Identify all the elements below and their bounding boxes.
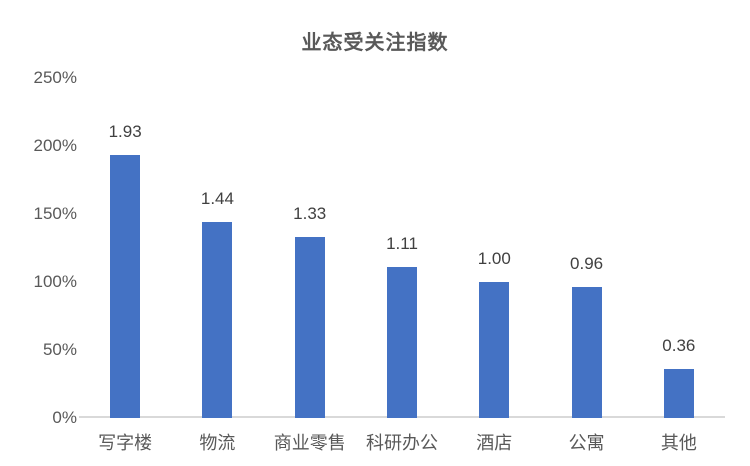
value-label: 0.96 <box>570 254 604 274</box>
y-tick-label: 200% <box>33 135 77 155</box>
y-tick-label: 100% <box>33 271 77 291</box>
value-label: 1.00 <box>477 248 511 268</box>
x-category-label: 公寓 <box>568 433 605 453</box>
value-label: 1.93 <box>108 122 142 142</box>
bar <box>479 281 510 418</box>
value-label: 1.44 <box>200 188 234 208</box>
bar <box>110 155 141 418</box>
y-tick-label: 150% <box>33 203 77 223</box>
x-category-label: 商业零售 <box>273 433 346 453</box>
y-tick-label: 250% <box>33 68 77 87</box>
x-category-label: 物流 <box>199 433 236 453</box>
value-label: 1.33 <box>293 203 327 223</box>
value-label: 1.11 <box>386 233 418 253</box>
bar <box>202 221 233 418</box>
value-label: 0.36 <box>662 335 696 355</box>
y-tick-label: 50% <box>42 339 77 359</box>
x-category-label: 写字楼 <box>98 433 153 453</box>
bar <box>294 236 325 418</box>
x-category-label: 科研办公 <box>365 433 438 453</box>
y-tick-label: 0% <box>52 407 77 427</box>
x-category-label: 其他 <box>660 433 697 453</box>
chart-title: 业态受关注指数 <box>301 32 449 54</box>
bar <box>571 287 602 418</box>
bar <box>663 368 694 418</box>
x-category-label: 酒店 <box>476 433 513 453</box>
bar <box>387 266 417 418</box>
